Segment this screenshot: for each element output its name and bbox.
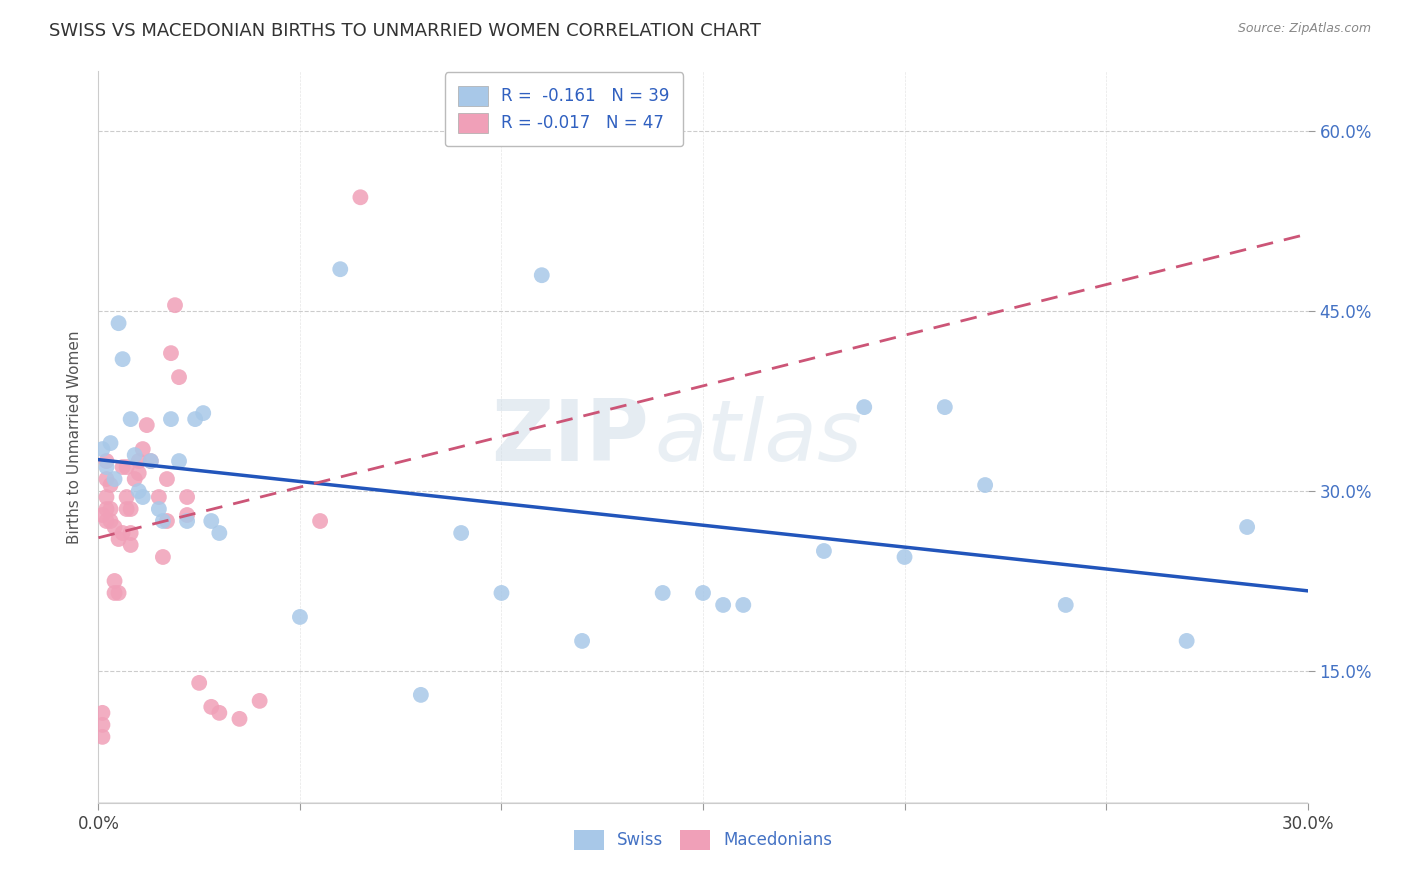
Point xyxy=(96,460,118,475)
Point xyxy=(200,514,222,528)
Point xyxy=(115,490,138,504)
Point xyxy=(651,586,673,600)
Point xyxy=(115,460,138,475)
Point xyxy=(132,442,155,456)
Point xyxy=(96,490,118,504)
Text: ZIP: ZIP xyxy=(491,395,648,479)
Point xyxy=(309,514,332,528)
Point xyxy=(91,706,114,720)
Point xyxy=(571,634,593,648)
Text: SWISS VS MACEDONIAN BIRTHS TO UNMARRIED WOMEN CORRELATION CHART: SWISS VS MACEDONIAN BIRTHS TO UNMARRIED … xyxy=(49,22,761,40)
Point xyxy=(160,412,183,426)
Point xyxy=(111,352,134,367)
Point xyxy=(1054,598,1077,612)
Point xyxy=(128,466,150,480)
Point xyxy=(163,298,186,312)
Point xyxy=(96,514,118,528)
Point xyxy=(167,454,190,468)
Point xyxy=(128,483,150,498)
Point xyxy=(733,598,755,612)
Point xyxy=(228,712,250,726)
Point xyxy=(91,442,114,456)
Point xyxy=(148,490,170,504)
Point xyxy=(530,268,553,283)
Point xyxy=(156,514,179,528)
Point xyxy=(148,502,170,516)
Point xyxy=(288,610,311,624)
Point xyxy=(111,526,134,541)
Point xyxy=(176,490,198,504)
Point xyxy=(124,448,146,462)
Point xyxy=(103,520,125,534)
Point xyxy=(120,412,142,426)
Point xyxy=(107,586,129,600)
Point xyxy=(349,190,371,204)
Point xyxy=(107,316,129,330)
Point xyxy=(107,532,129,546)
Y-axis label: Births to Unmarried Women: Births to Unmarried Women xyxy=(66,330,82,544)
Point xyxy=(100,478,122,492)
Point xyxy=(156,472,179,486)
Point xyxy=(100,436,122,450)
Text: atlas: atlas xyxy=(655,395,863,479)
Point xyxy=(152,514,174,528)
Point xyxy=(139,454,162,468)
Point xyxy=(120,502,142,516)
Point xyxy=(128,454,150,468)
Point xyxy=(111,460,134,475)
Point xyxy=(853,400,876,414)
Point xyxy=(103,574,125,588)
Point xyxy=(124,472,146,486)
Point xyxy=(450,526,472,541)
Point xyxy=(711,598,734,612)
Text: Source: ZipAtlas.com: Source: ZipAtlas.com xyxy=(1237,22,1371,36)
Point xyxy=(934,400,956,414)
Point xyxy=(120,538,142,552)
Legend: Swiss, Macedonians: Swiss, Macedonians xyxy=(567,823,839,856)
Point xyxy=(813,544,835,558)
Point xyxy=(91,718,114,732)
Point xyxy=(1175,634,1198,648)
Point xyxy=(491,586,513,600)
Point xyxy=(132,490,155,504)
Point xyxy=(135,418,157,433)
Point xyxy=(184,412,207,426)
Point xyxy=(120,526,142,541)
Point xyxy=(188,676,211,690)
Point xyxy=(91,508,114,522)
Point xyxy=(208,706,231,720)
Point xyxy=(974,478,997,492)
Point xyxy=(115,502,138,516)
Point xyxy=(409,688,432,702)
Point xyxy=(100,514,122,528)
Point xyxy=(176,514,198,528)
Point xyxy=(167,370,190,384)
Point xyxy=(96,472,118,486)
Point xyxy=(200,699,222,714)
Point xyxy=(96,502,118,516)
Point xyxy=(893,549,915,564)
Point xyxy=(160,346,183,360)
Point xyxy=(249,694,271,708)
Point xyxy=(103,472,125,486)
Point xyxy=(193,406,215,420)
Point xyxy=(208,526,231,541)
Point xyxy=(329,262,352,277)
Point xyxy=(103,586,125,600)
Point xyxy=(692,586,714,600)
Point xyxy=(96,454,118,468)
Point xyxy=(91,730,114,744)
Point xyxy=(139,454,162,468)
Point xyxy=(176,508,198,522)
Point xyxy=(1236,520,1258,534)
Point xyxy=(152,549,174,564)
Point xyxy=(100,502,122,516)
